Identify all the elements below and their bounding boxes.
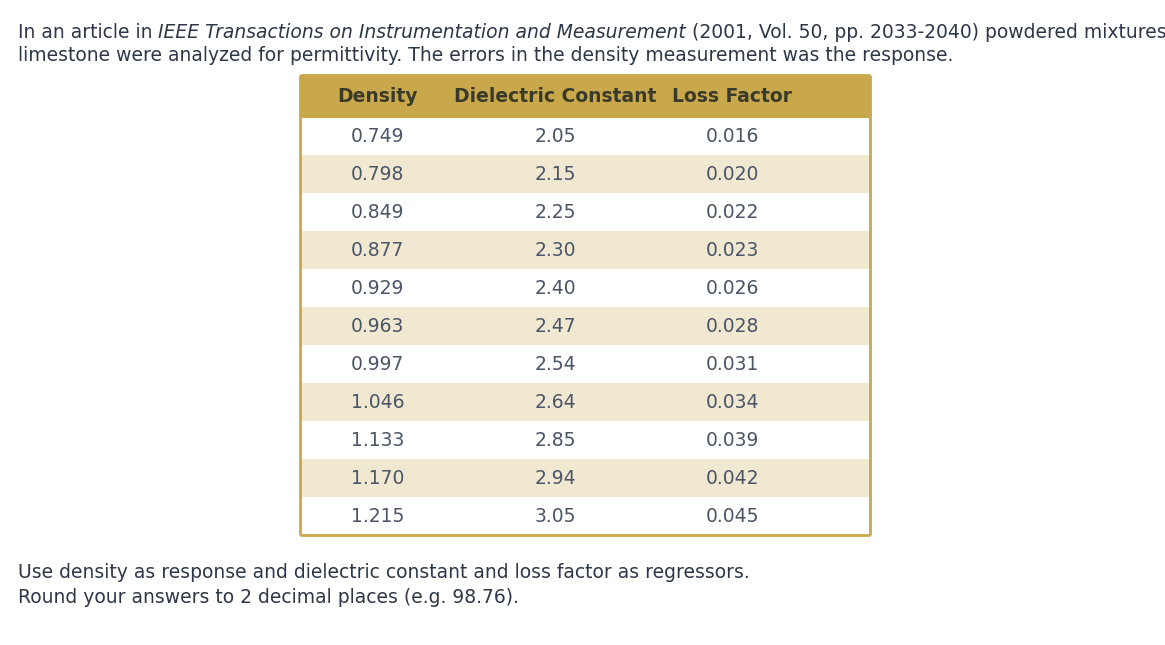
Text: 2.94: 2.94	[535, 468, 576, 488]
Text: 2.15: 2.15	[535, 164, 576, 183]
Text: 0.849: 0.849	[351, 203, 404, 221]
Text: Use density as response and dielectric constant and loss factor as regressors.: Use density as response and dielectric c…	[17, 563, 750, 582]
Text: 0.798: 0.798	[351, 164, 404, 183]
Text: Round your answers to 2 decimal places (e.g. 98.76).: Round your answers to 2 decimal places (…	[17, 588, 518, 607]
Text: 0.045: 0.045	[706, 506, 760, 526]
Text: 1.170: 1.170	[351, 468, 404, 488]
Text: limestone were analyzed for permittivity. The errors in the density measurement : limestone were analyzed for permittivity…	[17, 46, 953, 65]
Bar	[301, 459, 870, 497]
Text: 0.963: 0.963	[351, 317, 404, 335]
Text: 0.042: 0.042	[706, 468, 760, 488]
Text: 0.026: 0.026	[706, 279, 760, 297]
Text: IEEE Transactions on Instrumentation and Measurement: IEEE Transactions on Instrumentation and…	[158, 23, 686, 42]
Text: 0.039: 0.039	[706, 430, 760, 450]
Text: Dielectric Constant: Dielectric Constant	[454, 86, 656, 106]
Bar	[301, 231, 870, 269]
Text: 0.877: 0.877	[351, 241, 404, 259]
Text: 0.034: 0.034	[706, 393, 760, 412]
Text: Loss Factor: Loss Factor	[672, 86, 792, 106]
Text: 3.05: 3.05	[535, 506, 576, 526]
Text: 2.47: 2.47	[535, 317, 576, 335]
Text: 0.023: 0.023	[706, 241, 760, 259]
Text: 2.25: 2.25	[535, 203, 576, 221]
Bar	[301, 75, 870, 117]
Text: 0.031: 0.031	[706, 355, 760, 373]
Text: 0.020: 0.020	[706, 164, 760, 183]
Text: 1.133: 1.133	[351, 430, 404, 450]
Text: 1.046: 1.046	[351, 393, 404, 412]
Text: 2.64: 2.64	[535, 393, 576, 412]
Text: 0.749: 0.749	[351, 126, 404, 146]
Text: 2.54: 2.54	[535, 355, 576, 373]
Text: 2.40: 2.40	[535, 279, 576, 297]
Text: 1.215: 1.215	[351, 506, 404, 526]
Bar	[301, 383, 870, 421]
Bar	[301, 307, 870, 345]
Text: 2.30: 2.30	[535, 241, 576, 259]
Text: 0.016: 0.016	[706, 126, 760, 146]
Text: 0.929: 0.929	[351, 279, 404, 297]
Text: 2.05: 2.05	[535, 126, 576, 146]
Bar	[301, 155, 870, 193]
Text: 2.85: 2.85	[535, 430, 576, 450]
Text: (2001, Vol. 50, pp. 2033-2040) powdered mixtures of coal and: (2001, Vol. 50, pp. 2033-2040) powdered …	[686, 23, 1165, 42]
Text: In an article in: In an article in	[17, 23, 158, 42]
Text: 0.022: 0.022	[706, 203, 760, 221]
Text: Density: Density	[337, 86, 418, 106]
Text: 0.997: 0.997	[351, 355, 404, 373]
Text: 0.028: 0.028	[706, 317, 760, 335]
